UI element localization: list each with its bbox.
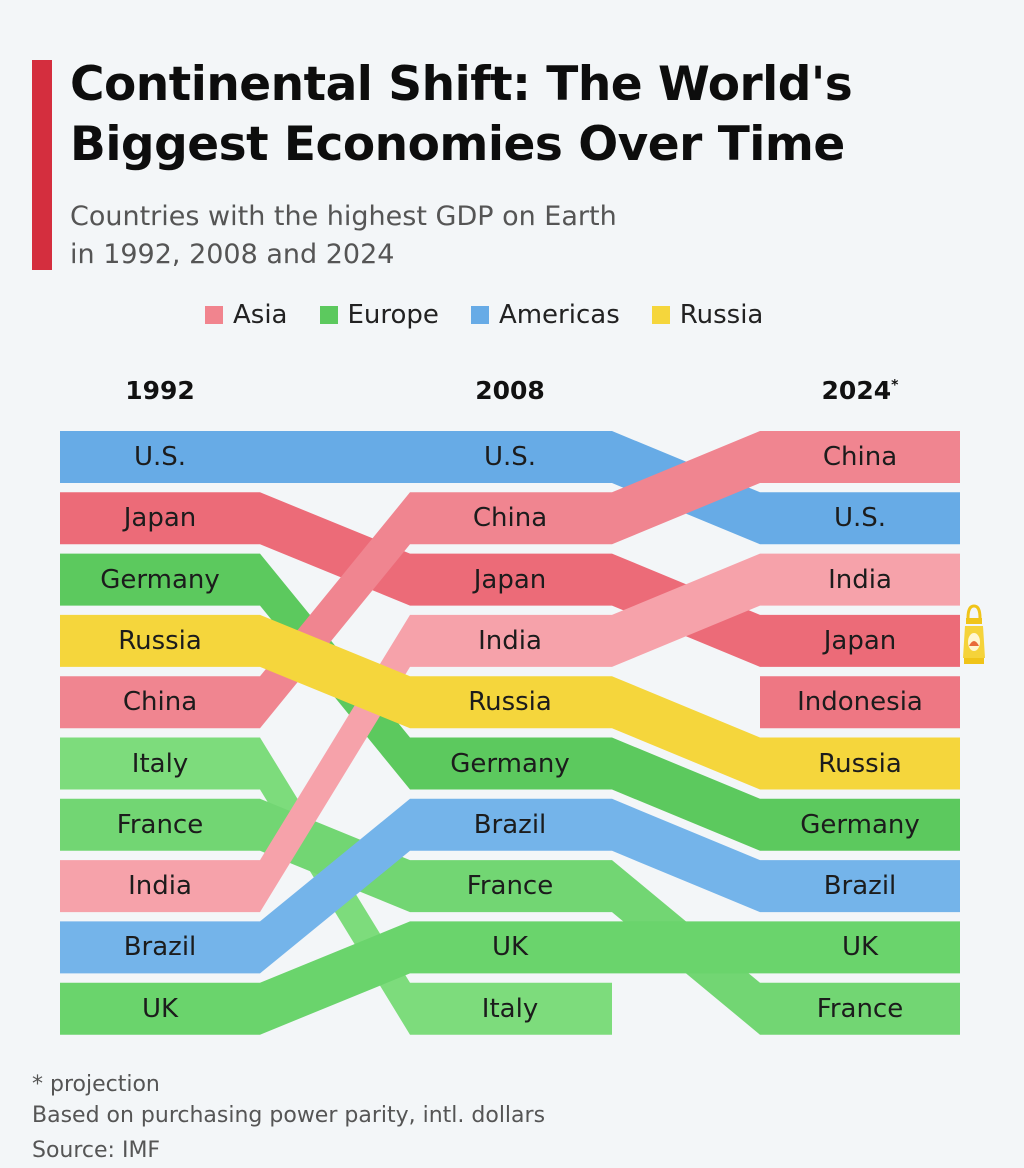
legend-swatch	[470, 306, 489, 324]
label-2008-rank-5: Russia	[468, 687, 552, 718]
band-indonesia	[760, 676, 960, 729]
band-japan	[60, 492, 960, 667]
label-2008-rank-9: UK	[491, 932, 529, 963]
label-1992-rank-6: Italy	[131, 748, 189, 779]
label-2024-rank-9: UK	[841, 932, 879, 963]
footnote-projection: * projection	[32, 1072, 160, 1097]
label-1992-rank-3: Germany	[100, 564, 220, 595]
legend-label: Europe	[347, 300, 439, 330]
label-1992-rank-2: Japan	[123, 503, 197, 534]
label-2008-rank-6: Germany	[450, 748, 570, 779]
label-1992-rank-10: UK	[141, 993, 179, 1024]
band-uk	[60, 921, 960, 1035]
label-1992-rank-1: U.S.	[133, 442, 187, 472]
label-2024-rank-1: China	[822, 442, 898, 472]
label-2008-rank-1: U.S.	[483, 442, 537, 472]
label-1992-rank-9: Brazil	[123, 932, 197, 963]
label-2008-rank-10: Italy	[481, 993, 539, 1024]
label-2024-rank-3: India	[828, 564, 892, 595]
subtitle-line-2: in 1992, 2008 and 2024	[70, 239, 395, 270]
label-1992-rank-4: Russia	[118, 625, 202, 656]
label-2024-rank-7: Germany	[800, 809, 920, 840]
legend-label: Americas	[498, 300, 620, 330]
label-1992-rank-5: China	[122, 687, 198, 718]
legend-item-asia: Asia	[205, 300, 288, 330]
label-2008-rank-4: India	[478, 625, 542, 656]
band-brazil	[60, 798, 960, 974]
legend-label: Russia	[679, 300, 764, 330]
label-1992-rank-7: France	[116, 809, 204, 840]
label-2008-rank-8: France	[466, 871, 554, 902]
legend-swatch	[319, 306, 338, 324]
legend-label: Asia	[233, 300, 288, 330]
chart-title: Continental Shift: The World's Biggest E…	[70, 57, 853, 172]
label-2024-rank-8: Brazil	[823, 871, 897, 902]
band-us	[60, 431, 960, 545]
label-2024-rank-10: France	[816, 993, 904, 1024]
year-header-1992: 1992	[125, 376, 195, 405]
accent-bar	[32, 60, 52, 270]
band-india	[60, 553, 960, 913]
label-2008-rank-2: China	[472, 503, 548, 534]
legend-swatch	[651, 306, 670, 324]
label-2008-rank-7: Brazil	[473, 809, 547, 840]
footnote-source: Source: IMF	[32, 1138, 161, 1163]
legend-item-russia: Russia	[651, 300, 764, 330]
label-2024-rank-5: Indonesia	[797, 687, 923, 718]
year-header-2024: 2024*	[821, 376, 899, 405]
legend-swatch	[205, 306, 223, 324]
legend-item-americas: Americas	[470, 300, 620, 330]
legend: Asia Europe Americas Russia	[205, 300, 763, 330]
band-russia	[60, 614, 960, 790]
chart-subtitle: Countries with the highest GDP on Earth …	[70, 198, 617, 274]
legend-item-europe: Europe	[319, 300, 439, 330]
footnote-basis: Based on purchasing power parity, intl. …	[32, 1103, 546, 1128]
lantern-icon	[963, 604, 985, 664]
year-header-2008: 2008	[475, 376, 545, 405]
label-1992-rank-8: India	[128, 871, 192, 902]
label-2008-rank-3: Japan	[473, 564, 547, 595]
subtitle-line-1: Countries with the highest GDP on Earth	[70, 201, 617, 232]
label-2024-rank-4: Japan	[823, 625, 897, 656]
label-2024-rank-6: Russia	[818, 748, 902, 779]
label-2024-rank-2: U.S.	[833, 503, 887, 534]
